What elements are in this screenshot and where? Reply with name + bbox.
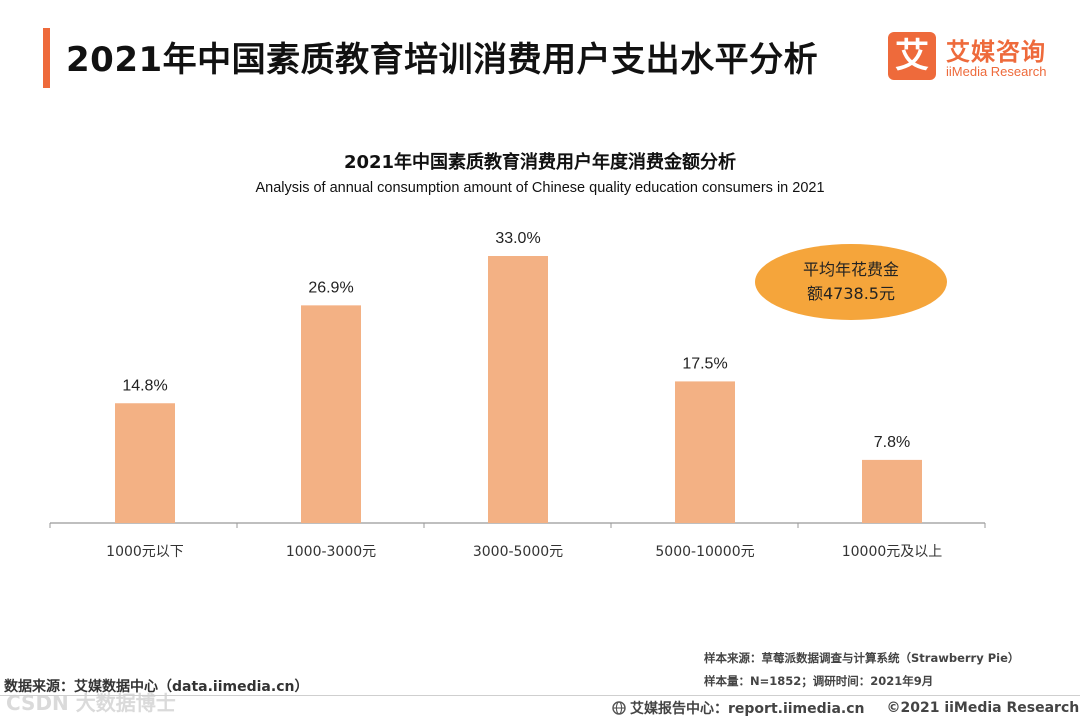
category-tick-label: 5000-10000元	[655, 544, 754, 560]
title-accent-bar	[43, 28, 50, 88]
footer-divider	[0, 695, 1080, 696]
category-tick-label: 1000元以下	[106, 544, 184, 560]
logo-mark-icon: 艾	[888, 32, 936, 80]
average-spend-bubble: 平均年花费金 额4738.5元	[755, 244, 947, 320]
average-spend-line2: 额4738.5元	[807, 284, 895, 303]
chart-subtitle: Analysis of annual consumption amount of…	[255, 180, 825, 196]
iimedia-logo: 艾 艾媒咨询 iiMedia Research	[888, 30, 1068, 86]
copyright-text: ©2021 iiMedia Research Inc	[886, 700, 1080, 716]
sample-size-note: 样本量：N=1852；调研时间：2021年9月	[704, 674, 934, 688]
bar-2	[488, 256, 548, 523]
logo-chinese-name: 艾媒咨询	[946, 38, 1046, 66]
bar-value-label: 26.9%	[308, 279, 353, 296]
bar-value-label: 7.8%	[874, 434, 910, 451]
bar-value-label: 17.5%	[682, 355, 727, 372]
page-title: 2021年中国素质教育培训消费用户支出水平分析	[66, 40, 819, 80]
logo-english-name: iiMedia Research	[946, 64, 1047, 79]
data-source-note: 数据来源：艾媒数据中心（data.iimedia.cn）	[4, 679, 309, 695]
category-tick-label: 1000-3000元	[286, 544, 376, 560]
category-tick-label: 3000-5000元	[473, 544, 563, 560]
globe-icon	[612, 701, 626, 715]
bar-0	[115, 403, 175, 523]
chart-title: 2021年中国素质教育消费用户年度消费金额分析	[343, 152, 737, 173]
report-center-link[interactable]: 艾媒报告中心：report.iimedia.cn	[630, 701, 865, 717]
average-spend-line1: 平均年花费金	[802, 260, 899, 279]
csdn-watermark: CSDN 大数据博士	[6, 691, 176, 715]
sample-source-note: 样本来源：草莓派数据调查与计算系统（Strawberry Pie）	[704, 651, 1020, 665]
bar-4	[862, 459, 922, 523]
bar-1	[301, 305, 361, 523]
category-tick-label: 10000元及以上	[842, 544, 943, 560]
bar-value-label: 33.0%	[495, 230, 540, 247]
bar-value-label: 14.8%	[122, 377, 167, 394]
bar-3	[675, 381, 735, 523]
footer-credits: 艾媒报告中心：report.iimedia.cn ©2021 iiMedia R…	[612, 698, 1080, 718]
